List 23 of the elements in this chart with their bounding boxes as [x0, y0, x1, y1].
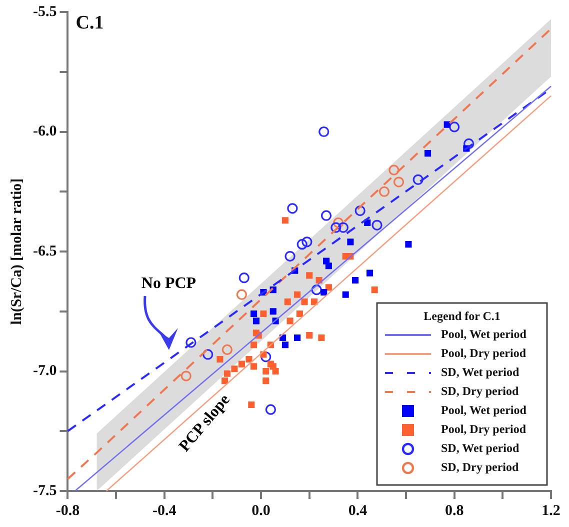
- y-tick-label: -7.5: [32, 482, 57, 499]
- x-tick-label: -0.4: [152, 502, 177, 519]
- x-tick-label: 0.0: [252, 502, 270, 519]
- legend-label: Pool, Dry period: [441, 422, 526, 436]
- legend-label: Pool, Wet period: [441, 327, 527, 342]
- x-tick-label: 0.8: [444, 502, 464, 519]
- y-tick-label: -7.0: [32, 363, 57, 380]
- legend-label: SD, Wet period: [441, 441, 520, 456]
- y-tick-label: -6.0: [32, 124, 57, 140]
- y-tick-label: -5.5: [32, 4, 57, 20]
- legend-label: SD, Dry period: [441, 384, 519, 398]
- legend-label: SD, Dry period: [441, 460, 519, 474]
- x-tick-label: -0.8: [56, 502, 80, 519]
- x-tick-label: 0.4: [348, 502, 368, 519]
- y-tick-label: -6.5: [32, 243, 57, 260]
- legend-title: Legend for C.1: [424, 309, 500, 324]
- chart-title: C.1: [76, 12, 104, 34]
- legend-label: Pool, Wet period: [441, 403, 527, 418]
- annotation: No PCP: [141, 275, 196, 292]
- legend-label: Pool, Dry period: [441, 346, 526, 360]
- legend-label: SD, Wet period: [441, 365, 520, 380]
- x-tick-label: 1.2: [542, 502, 560, 519]
- y-axis-title: ln(Sr/Ca) [molar ratio]: [8, 178, 25, 325]
